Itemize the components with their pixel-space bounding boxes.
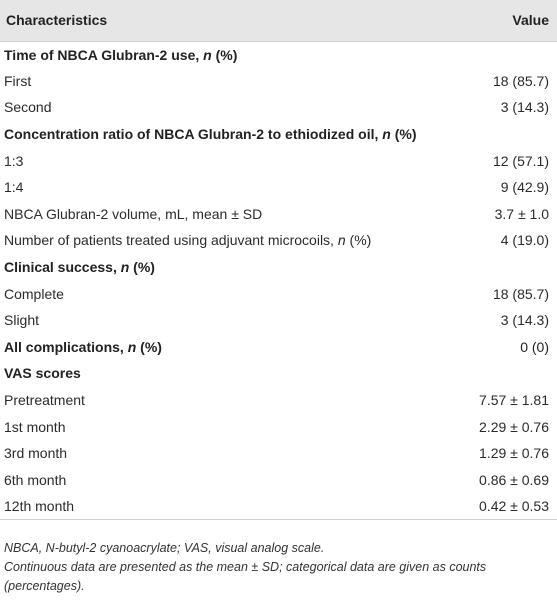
section-row: All complications, n (%) 0 (0)	[0, 334, 557, 361]
label-text: 1:3	[4, 152, 24, 169]
label-text: Time of NBCA Glubran-2 use,	[4, 46, 204, 63]
label-suffix: (%)	[211, 46, 238, 63]
row-value: 0 (0)	[520, 338, 549, 355]
label-italic: n	[127, 338, 137, 355]
header-value: Value	[512, 12, 549, 29]
row-value: 7.57 ± 1.81	[479, 392, 549, 409]
label-italic: n	[203, 46, 212, 63]
row-label: Second	[0, 94, 440, 121]
label-text: Second	[4, 99, 52, 116]
section-row: Concentration ratio of NBCA Glubran-2 to…	[0, 121, 557, 148]
row-value: 9 (42.9)	[500, 179, 549, 196]
row-value	[440, 40, 557, 68]
row-value: 0.42 ± 0.53	[440, 493, 557, 521]
table-row: 1:3 12 (57.1)	[0, 147, 557, 174]
table-row: Pretreatment 7.57 ± 1.81	[0, 387, 557, 414]
row-value: 3 (14.3)	[500, 312, 549, 329]
table-row: 12th month 0.42 ± 0.53	[0, 493, 557, 521]
label-text: 12th month	[4, 498, 75, 515]
row-label: 12th month	[0, 493, 440, 521]
row-label: 3rd month	[0, 440, 440, 467]
row-label: Complete	[0, 280, 440, 307]
label-suffix: (%)	[136, 338, 162, 355]
header-characteristics: Characteristics	[6, 12, 108, 29]
label-text: 1:4	[4, 179, 24, 196]
label-suffix: (%)	[390, 126, 417, 143]
label-text: 6th month	[4, 471, 67, 488]
row-value: 4 (19.0)	[500, 232, 549, 249]
row-label: NBCA Glubran-2 volume, mL, mean ± SD	[0, 201, 440, 228]
label-italic: n	[382, 126, 391, 143]
label-italic: n	[337, 232, 346, 249]
row-value: 2.29 ± 0.76	[479, 418, 549, 435]
label-italic: n	[120, 259, 130, 276]
row-label: 1:4	[0, 174, 440, 201]
row-label: Number of patients treated using adjuvan…	[0, 227, 440, 254]
row-label: 1:3	[0, 147, 440, 174]
label-text: VAS scores	[4, 365, 81, 382]
row-value	[440, 360, 557, 387]
footnote-abbreviations: NBCA, N-butyl-2 cyanoacrylate; VAS, visu…	[4, 541, 325, 555]
label-text: Complete	[4, 285, 64, 302]
table-row: 1:4 9 (42.9)	[0, 174, 557, 201]
row-value	[440, 121, 557, 148]
table-body: Time of NBCA Glubran-2 use, n (%) First 18…	[0, 40, 557, 521]
table-row: Slight 3 (14.3)	[0, 307, 557, 334]
label-text: Number of patients treated using adjuvan…	[4, 232, 338, 249]
table-footnotes: NBCA, N-butyl-2 cyanoacrylate; VAS, visu…	[4, 539, 554, 596]
row-label: 1st month	[0, 413, 440, 440]
row-value	[440, 254, 557, 281]
label-text: 3rd month	[4, 445, 68, 462]
table-row: First 18 (85.7)	[0, 68, 557, 95]
section-label: Time of NBCA Glubran-2 use, n (%)	[0, 40, 440, 68]
label-text: Concentration ratio of NBCA Glubran-2 to…	[4, 126, 383, 143]
row-value: 0.86 ± 0.69	[479, 471, 549, 488]
table-row: Second 3 (14.3)	[0, 94, 557, 121]
row-value: 3 (14.3)	[500, 99, 549, 116]
table-row: Complete 18 (85.7)	[0, 280, 557, 307]
label-text: NBCA Glubran-2 volume, mL, mean ± SD	[4, 205, 263, 222]
table-header-row: Characteristics Value	[0, 0, 557, 41]
row-value: 1.29 ± 0.76	[479, 445, 549, 462]
label-text: 1st month	[4, 418, 66, 435]
section-row: Time of NBCA Glubran-2 use, n (%)	[0, 40, 557, 68]
row-value: 3.7 ± 1.0	[494, 205, 549, 222]
row-label: 6th month	[0, 467, 440, 494]
table-row: Number of patients treated using adjuvan…	[0, 227, 557, 254]
row-label: Slight	[0, 307, 440, 334]
characteristics-table: Characteristics Value Time of NBCA Glubr…	[0, 0, 557, 521]
section-label: All complications, n (%)	[0, 334, 440, 361]
section-label: Clinical success, n (%)	[0, 254, 440, 281]
table-row: NBCA Glubran-2 volume, mL, mean ± SD 3.7 …	[0, 201, 557, 228]
table-row: 1st month 2.29 ± 0.76	[0, 413, 557, 440]
table-row: 6th month 0.86 ± 0.69	[0, 467, 557, 494]
label-suffix: (%)	[345, 232, 372, 249]
section-row: Clinical success, n (%)	[0, 254, 557, 281]
table-row: 3rd month 1.29 ± 0.76	[0, 440, 557, 467]
section-row: VAS scores	[0, 360, 557, 387]
label-text: Slight	[4, 312, 40, 329]
section-label: Concentration ratio of NBCA Glubran-2 to…	[0, 121, 440, 148]
row-label: First	[0, 68, 440, 95]
section-label: VAS scores	[0, 360, 440, 387]
row-value: 18 (85.7)	[492, 72, 549, 89]
label-text: First	[4, 72, 32, 89]
label-suffix: (%)	[129, 259, 155, 276]
label-text: Pretreatment	[4, 392, 85, 409]
footnote-statistics: Continuous data are presented as the mea…	[4, 560, 487, 593]
row-value: 12 (57.1)	[492, 152, 549, 169]
label-text: All complications,	[4, 338, 128, 355]
label-text: Clinical success,	[4, 259, 121, 276]
row-label: Pretreatment	[0, 387, 440, 414]
row-value: 18 (85.7)	[492, 285, 549, 302]
